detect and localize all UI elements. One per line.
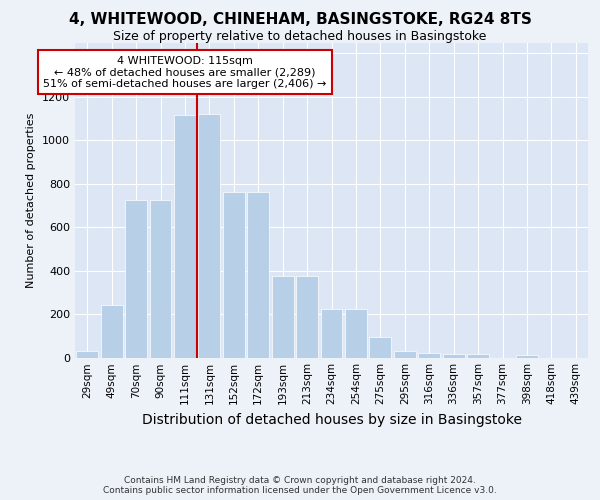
Bar — [345, 308, 367, 358]
Bar — [125, 200, 147, 358]
Bar — [516, 356, 538, 358]
Text: Size of property relative to detached houses in Basingstoke: Size of property relative to detached ho… — [113, 30, 487, 43]
Bar — [394, 351, 416, 358]
Text: Contains HM Land Registry data © Crown copyright and database right 2024.
Contai: Contains HM Land Registry data © Crown c… — [103, 476, 497, 495]
Bar — [370, 337, 391, 357]
Bar — [296, 276, 318, 357]
Text: 4, WHITEWOOD, CHINEHAM, BASINGSTOKE, RG24 8TS: 4, WHITEWOOD, CHINEHAM, BASINGSTOKE, RG2… — [68, 12, 532, 28]
Y-axis label: Number of detached properties: Number of detached properties — [26, 112, 37, 288]
Bar — [418, 353, 440, 358]
Bar — [272, 276, 293, 357]
Bar — [467, 354, 489, 358]
Bar — [320, 308, 343, 358]
Bar — [76, 351, 98, 358]
Bar — [443, 354, 464, 358]
Text: 4 WHITEWOOD: 115sqm
← 48% of detached houses are smaller (2,289)
51% of semi-det: 4 WHITEWOOD: 115sqm ← 48% of detached ho… — [43, 56, 326, 88]
Bar — [223, 192, 245, 358]
Bar — [199, 114, 220, 358]
Bar — [101, 306, 122, 358]
Bar — [247, 192, 269, 358]
X-axis label: Distribution of detached houses by size in Basingstoke: Distribution of detached houses by size … — [142, 413, 521, 427]
Bar — [149, 200, 172, 358]
Bar — [174, 116, 196, 358]
